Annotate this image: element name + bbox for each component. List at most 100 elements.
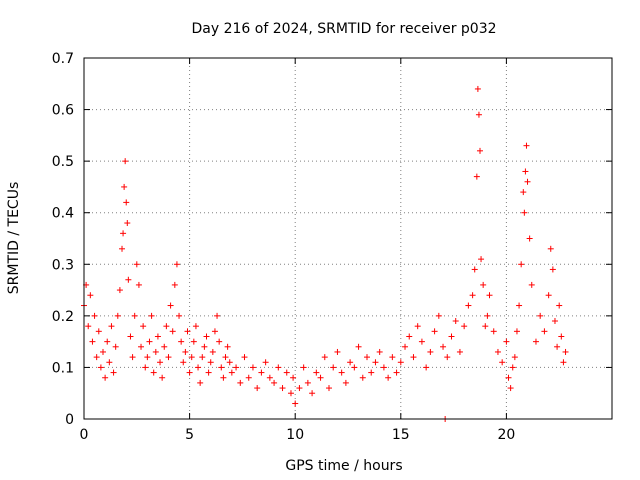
data-point xyxy=(478,256,485,263)
data-point xyxy=(224,343,231,350)
y-tick-label: 0.7 xyxy=(52,51,74,67)
data-point xyxy=(522,168,529,175)
data-point xyxy=(140,323,147,330)
data-point xyxy=(129,354,136,361)
data-point xyxy=(547,245,554,252)
data-point xyxy=(271,379,278,386)
data-point xyxy=(290,374,297,381)
data-point xyxy=(545,292,552,299)
data-point xyxy=(216,338,223,345)
data-point xyxy=(309,390,316,397)
data-point xyxy=(524,178,531,185)
data-point xyxy=(119,245,126,252)
data-point xyxy=(499,359,506,366)
data-point xyxy=(456,348,463,355)
data-point xyxy=(138,343,145,350)
data-point xyxy=(549,266,556,273)
data-point xyxy=(190,338,197,345)
data-point xyxy=(410,354,417,361)
data-point xyxy=(159,374,166,381)
data-point xyxy=(368,369,375,376)
x-tick-label: 10 xyxy=(286,427,304,443)
data-point xyxy=(279,385,286,392)
data-point xyxy=(112,343,119,350)
data-point xyxy=(347,359,354,366)
data-point xyxy=(89,338,96,345)
data-point xyxy=(418,338,425,345)
data-point xyxy=(507,385,514,392)
data-point xyxy=(226,359,233,366)
data-point xyxy=(150,369,157,376)
data-point xyxy=(494,348,501,355)
data-point xyxy=(148,312,155,319)
data-point xyxy=(440,343,447,350)
data-point xyxy=(157,359,164,366)
data-point xyxy=(209,348,216,355)
data-point xyxy=(554,343,561,350)
data-point xyxy=(465,302,472,309)
data-point xyxy=(171,281,178,288)
data-point xyxy=(211,328,218,335)
data-point xyxy=(241,354,248,361)
data-point xyxy=(95,328,102,335)
data-point xyxy=(120,230,127,237)
data-point xyxy=(560,359,567,366)
data-point xyxy=(509,364,516,371)
data-point xyxy=(296,385,303,392)
data-point xyxy=(490,328,497,335)
data-point xyxy=(178,338,185,345)
data-point xyxy=(205,369,212,376)
data-point xyxy=(423,364,430,371)
data-point xyxy=(475,111,482,118)
data-point xyxy=(427,348,434,355)
data-point xyxy=(199,354,206,361)
x-tick-label: 20 xyxy=(497,427,515,443)
data-point xyxy=(258,369,265,376)
data-point xyxy=(169,328,176,335)
x-axis-label: GPS time / hours xyxy=(285,458,402,474)
data-point xyxy=(122,158,129,165)
data-point xyxy=(214,312,221,319)
data-point xyxy=(287,390,294,397)
data-point xyxy=(551,318,558,325)
data-point xyxy=(197,379,204,386)
chart-title: Day 216 of 2024, SRMTID for receiver p03… xyxy=(191,21,496,37)
y-tick-label: 0.5 xyxy=(52,154,74,170)
data-point xyxy=(469,292,476,299)
x-tick-label: 0 xyxy=(80,427,89,443)
data-point xyxy=(562,348,569,355)
data-point xyxy=(97,364,104,371)
data-point xyxy=(186,369,193,376)
data-point xyxy=(393,369,400,376)
data-point xyxy=(452,318,459,325)
data-point xyxy=(372,359,379,366)
data-point xyxy=(93,354,100,361)
data-point xyxy=(121,183,128,190)
data-point xyxy=(249,364,256,371)
data-point xyxy=(477,147,483,154)
data-point xyxy=(516,302,523,309)
data-point xyxy=(406,333,413,340)
data-point xyxy=(313,369,320,376)
data-point xyxy=(108,323,115,330)
data-point xyxy=(192,323,199,330)
data-point xyxy=(180,359,187,366)
data-point xyxy=(275,364,282,371)
data-point xyxy=(154,333,161,340)
data-point xyxy=(283,369,290,376)
data-point xyxy=(480,281,487,288)
data-point xyxy=(123,199,130,206)
data-point xyxy=(218,364,225,371)
data-point xyxy=(133,261,140,268)
data-point xyxy=(106,359,113,366)
x-tick-label: 15 xyxy=(392,427,410,443)
data-point xyxy=(532,338,539,345)
data-point xyxy=(505,374,512,381)
data-point xyxy=(317,374,324,381)
data-point xyxy=(486,292,493,299)
data-point xyxy=(201,343,208,350)
y-tick-label: 0.1 xyxy=(52,360,74,376)
data-point xyxy=(85,323,92,330)
data-point xyxy=(125,276,132,283)
